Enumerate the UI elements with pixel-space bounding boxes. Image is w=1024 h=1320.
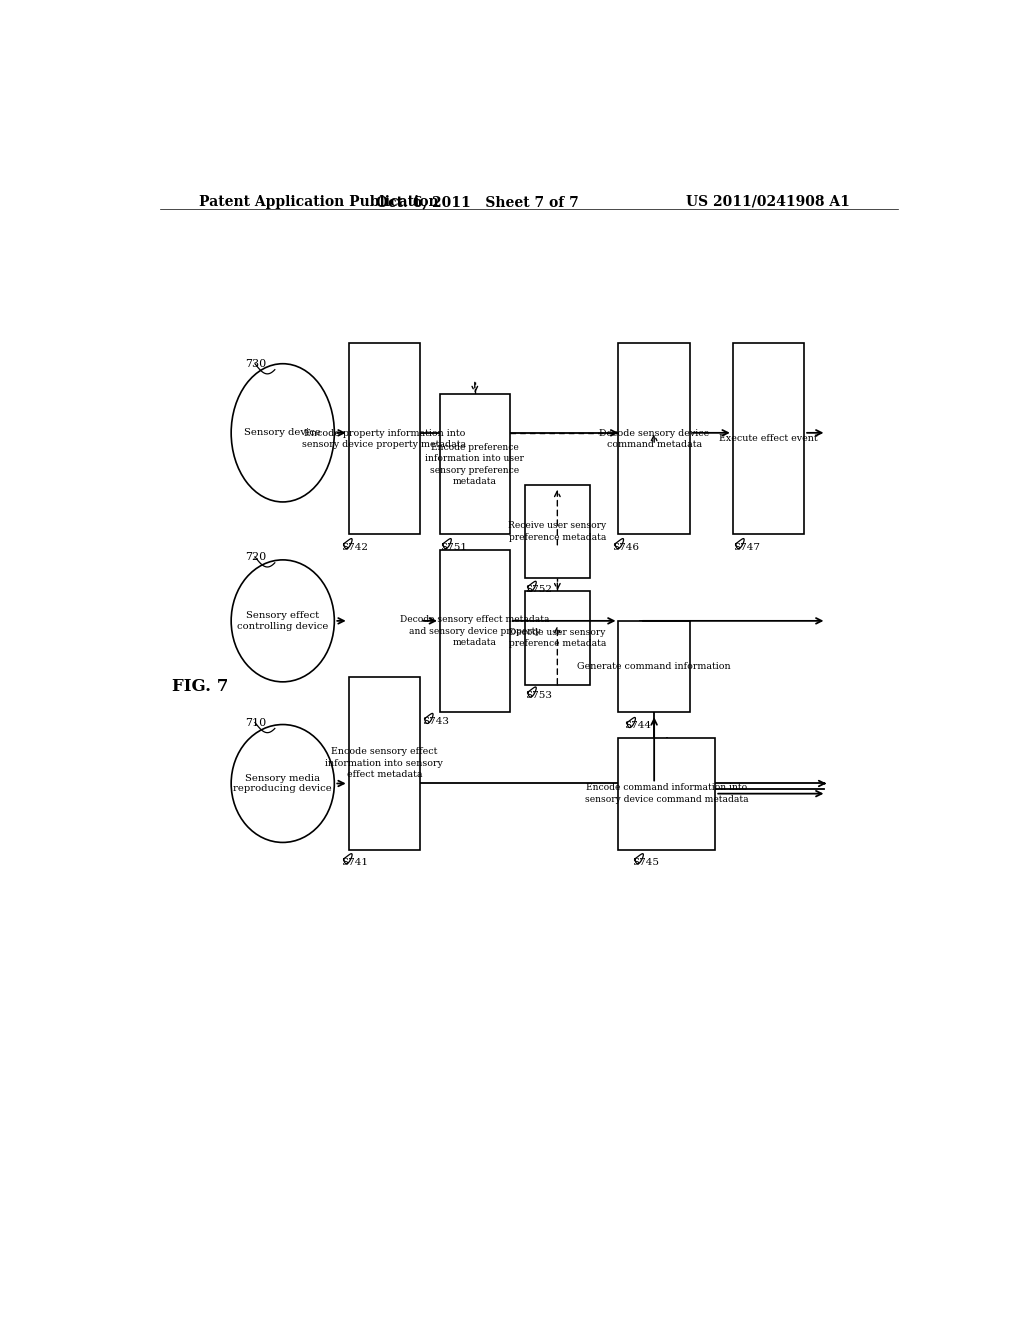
Text: S742: S742 xyxy=(341,543,368,552)
Text: S744: S744 xyxy=(624,722,651,730)
Text: Sensory effect
controlling device: Sensory effect controlling device xyxy=(238,611,329,631)
Text: S747: S747 xyxy=(733,543,760,552)
Text: Execute effect event: Execute effect event xyxy=(719,434,818,444)
Text: S745: S745 xyxy=(632,858,658,867)
Text: Encode property information into
sensory device property metadata: Encode property information into sensory… xyxy=(302,429,466,449)
Text: S752: S752 xyxy=(524,585,552,594)
Text: Encode preference
information into user
sensory preference
metadata: Encode preference information into user … xyxy=(425,442,524,486)
Text: Encode sensory effect
information into sensory
effect metadata: Encode sensory effect information into s… xyxy=(326,747,443,779)
FancyBboxPatch shape xyxy=(440,549,510,713)
Text: US 2011/0241908 A1: US 2011/0241908 A1 xyxy=(686,195,850,209)
Ellipse shape xyxy=(231,364,334,502)
FancyBboxPatch shape xyxy=(618,343,690,535)
Text: Sensory device: Sensory device xyxy=(245,428,322,437)
FancyBboxPatch shape xyxy=(733,343,804,535)
Ellipse shape xyxy=(231,560,334,682)
Ellipse shape xyxy=(231,725,334,842)
Text: Decode sensory effect metadata
and sensory device property
metadata: Decode sensory effect metadata and senso… xyxy=(400,615,550,647)
Text: 710: 710 xyxy=(246,718,266,727)
Text: Patent Application Publication: Patent Application Publication xyxy=(200,195,439,209)
FancyBboxPatch shape xyxy=(618,620,690,713)
Text: Oct. 6, 2011   Sheet 7 of 7: Oct. 6, 2011 Sheet 7 of 7 xyxy=(376,195,579,209)
FancyBboxPatch shape xyxy=(348,677,420,850)
Text: S746: S746 xyxy=(612,543,639,552)
Text: Encode command information into
sensory device command metadata: Encode command information into sensory … xyxy=(585,784,749,804)
FancyBboxPatch shape xyxy=(348,343,420,535)
Text: Sensory media
reproducing device: Sensory media reproducing device xyxy=(233,774,332,793)
Text: Generate command information: Generate command information xyxy=(578,663,731,671)
Text: S743: S743 xyxy=(422,718,449,726)
Text: Receive user sensory
preference metadata: Receive user sensory preference metadata xyxy=(508,521,606,541)
Text: Decode sensory device
command metadata: Decode sensory device command metadata xyxy=(599,429,710,449)
Text: S753: S753 xyxy=(524,690,552,700)
Text: 730: 730 xyxy=(246,359,266,368)
FancyBboxPatch shape xyxy=(524,591,590,685)
Text: 720: 720 xyxy=(246,552,266,562)
Text: S751: S751 xyxy=(440,543,467,552)
Text: Decode user sensory
preference metadata: Decode user sensory preference metadata xyxy=(509,628,606,648)
Text: S741: S741 xyxy=(341,858,368,867)
Text: FIG. 7: FIG. 7 xyxy=(172,678,228,696)
FancyBboxPatch shape xyxy=(440,395,510,535)
FancyBboxPatch shape xyxy=(618,738,715,850)
FancyBboxPatch shape xyxy=(524,484,590,578)
